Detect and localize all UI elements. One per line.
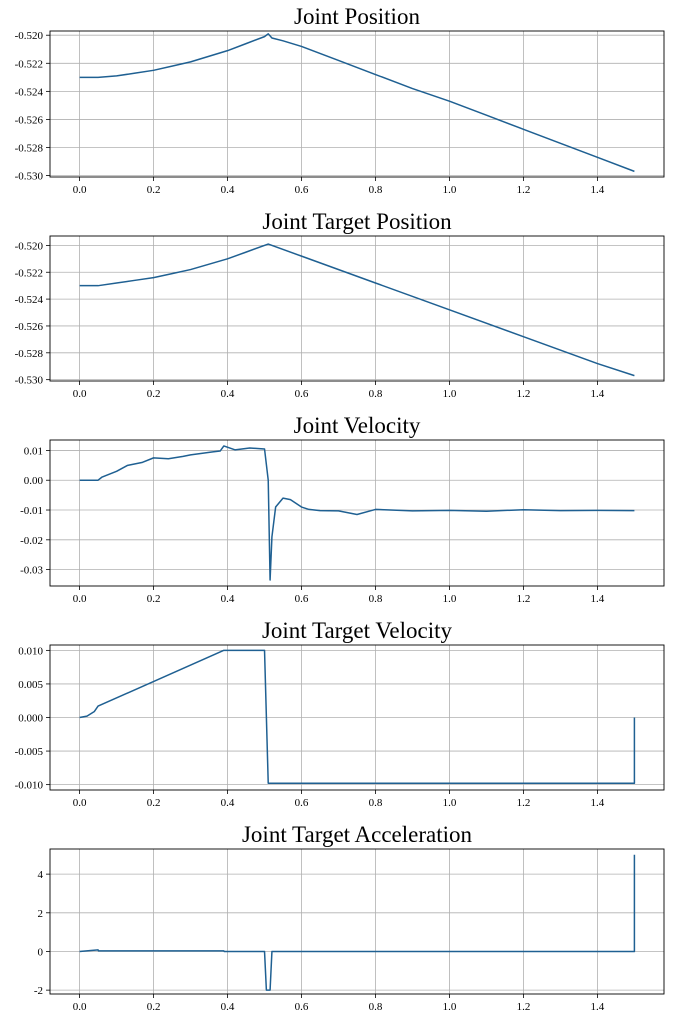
x-tick-label: 1.4: [591, 388, 605, 400]
x-tick-label: 1.0: [443, 797, 457, 809]
joint-target-acceleration-series-line: [79, 854, 636, 991]
y-tick-label: -0.010: [15, 780, 44, 792]
x-tick-label: 1.2: [517, 184, 531, 196]
y-tick-label: 0.005: [18, 679, 43, 691]
joint-position-chart: Joint Position 0.0 0.2 0.4 0.6 0.8 1.0 1.2 1.4 -0…: [15, 4, 665, 196]
joint-velocity-chart: Joint Velocity 0.0 0.2 0.4 0.6 0.8 1.0 1.2 1.4 0.…: [20, 413, 665, 605]
joint-velocity-axes-frame: [49, 439, 665, 587]
joint-velocity-title: Joint Velocity: [294, 413, 421, 438]
x-tick-label: 0.6: [295, 1001, 309, 1013]
joint-velocity-series-line: [79, 445, 635, 581]
joint-target-position-chart: Joint Target Position 0.0 0.2 0.4 0.6 0.8 1.0 1…: [15, 209, 665, 400]
x-tick-label: 0.6: [295, 593, 309, 605]
x-tick-label: 0.8: [369, 797, 383, 809]
x-tick-label: 1.2: [517, 388, 531, 400]
y-tick-label: -0.03: [20, 565, 43, 577]
y-tick-label: -0.520: [15, 240, 44, 252]
y-tick-label: 0.010: [18, 645, 43, 657]
y-tick-label: 0.01: [24, 445, 43, 457]
x-tick-label: 0.8: [369, 593, 383, 605]
x-tick-label: 0.2: [147, 184, 161, 196]
x-tick-label: 0.0: [73, 797, 87, 809]
x-tick-label: 1.2: [517, 1001, 531, 1013]
joint-target-velocity-title: Joint Target Velocity: [262, 618, 453, 643]
x-tick-label: 1.4: [591, 797, 605, 809]
x-tick-label: 1.4: [591, 593, 605, 605]
x-tick-label: 1.4: [591, 184, 605, 196]
y-tick-label: -0.01: [20, 505, 43, 517]
joint-position-title: Joint Position: [294, 4, 420, 29]
y-tick-label: -0.005: [15, 746, 44, 758]
y-tick-label: -0.530: [15, 375, 44, 387]
joint-target-acceleration-title: Joint Target Acceleration: [242, 822, 473, 847]
x-tick-label: 0.2: [147, 1001, 161, 1013]
x-tick-label: 0.2: [147, 797, 161, 809]
x-tick-label: 0.6: [295, 184, 309, 196]
joint-target-position-axes-frame: [49, 235, 665, 382]
x-tick-label: 0.4: [221, 593, 235, 605]
x-tick-label: 0.4: [221, 797, 235, 809]
x-tick-label: 0.4: [221, 1001, 235, 1013]
y-tick-label: -0.524: [15, 294, 44, 306]
y-tick-label: 2: [38, 908, 44, 920]
y-tick-label: -0.520: [15, 30, 44, 42]
y-tick-label: -0.522: [15, 267, 43, 279]
y-tick-label: -0.02: [20, 535, 43, 547]
y-tick-label: -0.528: [15, 143, 44, 155]
joint-position-series-line: [79, 33, 635, 173]
x-tick-label: 1.0: [443, 1001, 457, 1013]
y-tick-label: -0.522: [15, 58, 43, 70]
joint-position-axes-frame: [49, 30, 665, 178]
joint-target-position-series-line: [79, 243, 635, 377]
y-tick-label: -0.530: [15, 171, 44, 183]
x-tick-label: 1.2: [517, 797, 531, 809]
y-tick-label: -0.524: [15, 86, 44, 98]
x-tick-label: 0.8: [369, 184, 383, 196]
x-tick-label: 0.0: [73, 1001, 87, 1013]
x-tick-label: 1.0: [443, 388, 457, 400]
joint-target-velocity-series-line: [79, 649, 636, 785]
x-tick-label: 0.4: [221, 184, 235, 196]
joint-target-acceleration-axes-frame: [49, 848, 665, 995]
x-tick-label: 0.6: [295, 388, 309, 400]
y-tick-label: -0.526: [15, 114, 44, 126]
y-tick-label: -0.526: [15, 321, 44, 333]
joint-target-acceleration-chart: Joint Target Acceleration 0.0 0.2 0.4 0.6 0.8…: [34, 822, 665, 1013]
x-tick-label: 1.4: [591, 1001, 605, 1013]
x-tick-label: 0.0: [73, 593, 87, 605]
joint-target-position-title: Joint Target Position: [262, 209, 452, 234]
x-tick-label: 0.2: [147, 388, 161, 400]
y-tick-label: 0.00: [24, 475, 44, 487]
y-tick-label: -0.528: [15, 348, 44, 360]
y-tick-label: 0: [38, 946, 44, 958]
x-tick-label: 0.0: [73, 388, 87, 400]
x-tick-label: 1.0: [443, 593, 457, 605]
x-tick-label: 1.0: [443, 184, 457, 196]
x-tick-label: 0.0: [73, 184, 87, 196]
x-tick-label: 0.6: [295, 797, 309, 809]
x-tick-label: 0.2: [147, 593, 161, 605]
x-tick-label: 0.8: [369, 1001, 383, 1013]
x-tick-label: 1.2: [517, 593, 531, 605]
joint-target-velocity-chart: Joint Target Velocity 0.0 0.2 0.4 0.6 0.8 1.0 1…: [15, 618, 665, 809]
x-tick-label: 0.4: [221, 388, 235, 400]
x-tick-label: 0.8: [369, 388, 383, 400]
y-tick-label: 0.000: [18, 713, 43, 725]
y-tick-label: -2: [34, 985, 43, 997]
y-tick-label: 4: [38, 869, 44, 881]
